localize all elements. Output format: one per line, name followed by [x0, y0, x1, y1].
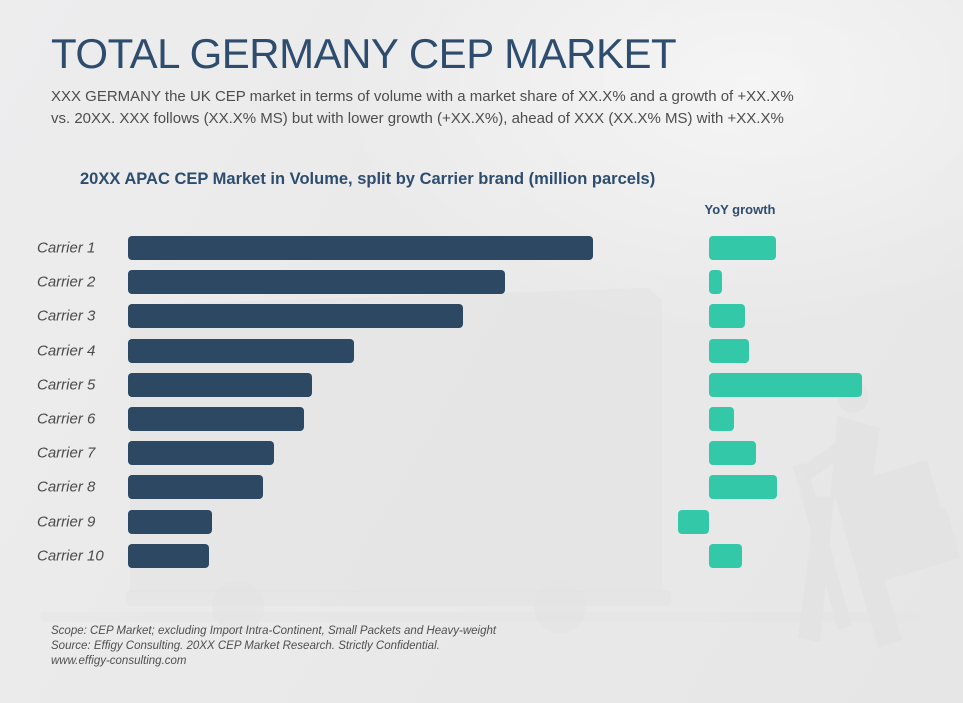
- yoy-growth-bar: [678, 509, 709, 534]
- carrier-label: Carrier 3: [37, 307, 96, 325]
- carrier-label: Carrier 10: [37, 547, 104, 565]
- volume-bar: [128, 304, 463, 329]
- carrier-row: Carrier 9: [0, 505, 963, 539]
- carrier-row: Carrier 7: [0, 436, 963, 470]
- carrier-row: Carrier 8: [0, 470, 963, 504]
- carrier-label: Carrier 7: [37, 444, 96, 462]
- carrier-label: Carrier 6: [37, 410, 96, 428]
- carrier-row: Carrier 4: [0, 334, 963, 368]
- carrier-row: Carrier 6: [0, 402, 963, 436]
- footer-scope-line: Scope: CEP Market; excluding Import Intr…: [51, 625, 497, 637]
- volume-bar: [128, 407, 304, 432]
- yoy-growth-column-header: YoY growth: [704, 202, 776, 217]
- volume-bar: [128, 475, 263, 500]
- carrier-label: Carrier 2: [37, 273, 96, 291]
- carrier-label: Carrier 4: [37, 342, 96, 360]
- carrier-label: Carrier 5: [37, 376, 96, 394]
- footer-source-line: Source: Effigy Consulting. 20XX CEP Mark…: [51, 640, 440, 653]
- subtitle-line-2: vs. 20XX. XXX follows (XX.X% MS) but wit…: [51, 110, 784, 127]
- footer-website-line: www.effigy-consulting.com: [51, 655, 187, 668]
- page-subtitle: XXX GERMANY the UK CEP market in terms o…: [51, 86, 911, 130]
- volume-bar: [128, 372, 312, 397]
- yoy-growth-bar: [709, 407, 734, 432]
- chart-title: 20XX APAC CEP Market in Volume, split by…: [80, 170, 656, 188]
- volume-bar: [128, 441, 274, 466]
- volume-bar: [128, 509, 212, 534]
- chart-rows: Carrier 1 Carrier 2 Carrier 3 Carrier 4 Carr…: [0, 231, 963, 573]
- carrier-row: Carrier 1: [0, 231, 963, 265]
- yoy-growth-bar: [709, 543, 742, 568]
- volume-bar: [128, 338, 354, 363]
- carrier-label: Carrier 9: [37, 513, 96, 531]
- footer-notes: Scope: CEP Market; excluding Import Intr…: [51, 624, 496, 670]
- yoy-growth-bar: [709, 236, 776, 261]
- volume-bar: [128, 543, 209, 568]
- volume-bar: [128, 270, 505, 295]
- volume-bar: [128, 236, 593, 261]
- yoy-growth-bar: [709, 441, 756, 466]
- yoy-growth-bar: [709, 372, 862, 397]
- carrier-row: Carrier 5: [0, 368, 963, 402]
- page-title: TOTAL GERMANY CEP MARKET: [51, 30, 677, 77]
- yoy-growth-bar: [709, 304, 745, 329]
- carrier-row: Carrier 2: [0, 265, 963, 299]
- carrier-row: Carrier 10: [0, 539, 963, 573]
- subtitle-line-1: XXX GERMANY the UK CEP market in terms o…: [51, 88, 794, 105]
- carrier-label: Carrier 1: [37, 239, 96, 257]
- carrier-label: Carrier 8: [37, 478, 96, 496]
- yoy-growth-bar: [709, 475, 777, 500]
- carrier-row: Carrier 3: [0, 299, 963, 333]
- yoy-growth-bar: [709, 270, 722, 295]
- yoy-growth-bar: [709, 338, 749, 363]
